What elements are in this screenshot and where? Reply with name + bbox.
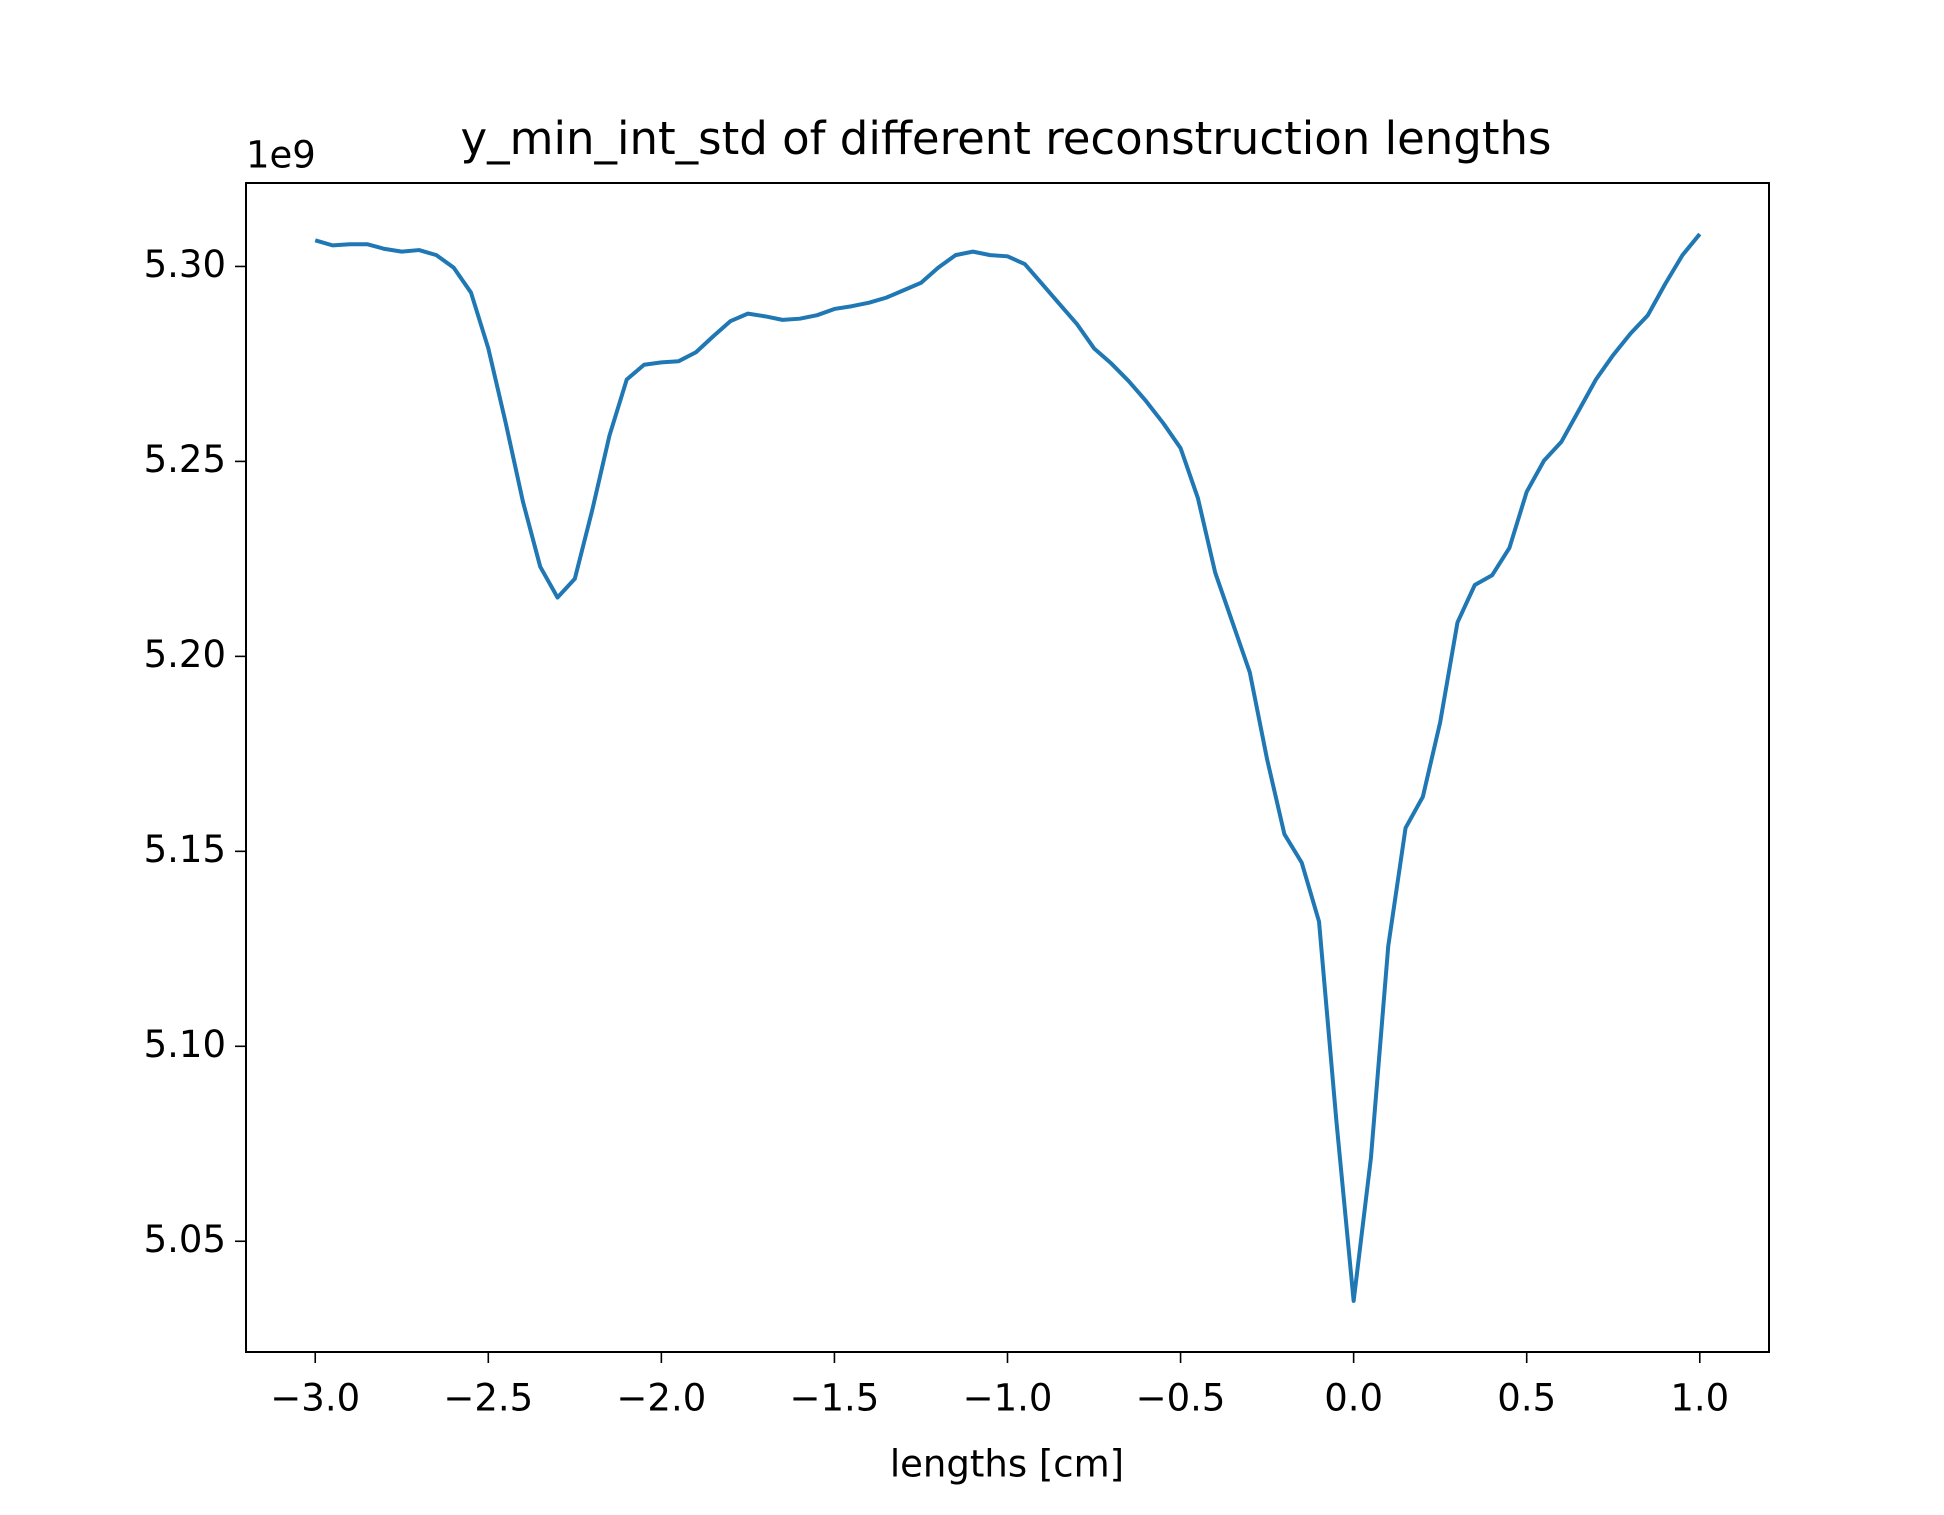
x-tick-label: 1.0 xyxy=(1670,1377,1729,1420)
y-tick-label: 5.30 xyxy=(144,243,226,286)
y-tick-label: 5.10 xyxy=(144,1023,226,1066)
plot-frame xyxy=(245,182,1770,1353)
x-tick-label: −2.0 xyxy=(616,1377,706,1420)
y-tick-label: 5.15 xyxy=(144,828,226,871)
x-tick-label: −1.0 xyxy=(963,1377,1053,1420)
chart-title: y_min_int_std of different reconstructio… xyxy=(461,112,1552,165)
y-tick-label: 5.20 xyxy=(144,633,226,676)
y-offset-label: 1e9 xyxy=(246,134,316,177)
x-tick-label: −2.5 xyxy=(443,1377,533,1420)
y-tick-label: 5.05 xyxy=(144,1218,226,1261)
x-tick-label: −1.5 xyxy=(790,1377,880,1420)
x-tick-label: 0.5 xyxy=(1497,1377,1556,1420)
data-line xyxy=(314,232,1702,1303)
x-tick-label: −3.0 xyxy=(270,1377,360,1420)
x-axis-label: lengths [cm] xyxy=(890,1443,1124,1486)
x-tick-label: 0.0 xyxy=(1324,1377,1383,1420)
x-tick-label: −0.5 xyxy=(1136,1377,1226,1420)
y-tick-label: 5.25 xyxy=(144,438,226,481)
